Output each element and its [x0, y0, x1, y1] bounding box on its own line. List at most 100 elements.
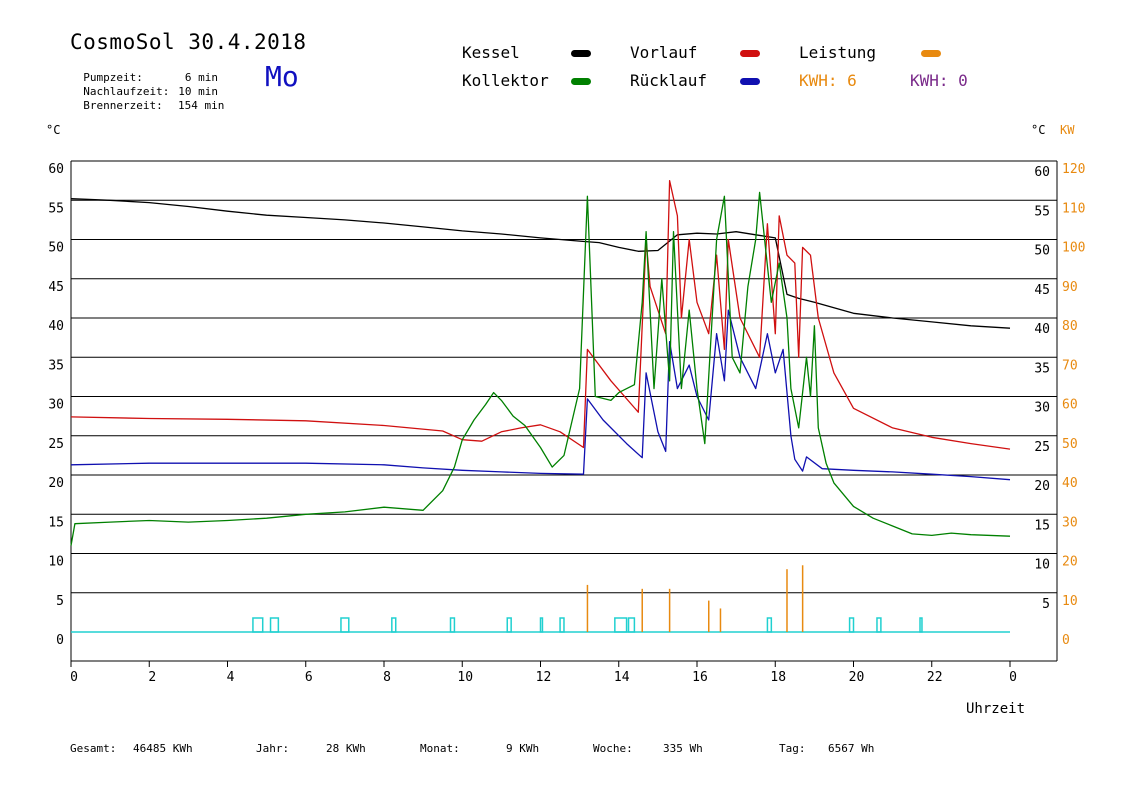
nachlaufzeit-row: Nachlaufzeit: 10 min [70, 72, 218, 98]
pumpzeit-row: Pumpzeit: 6 min [70, 58, 218, 84]
y-tick-left: 15 [48, 515, 64, 530]
y-tick-right-kw: 70 [1062, 358, 1078, 373]
legend-vorlauf: Vorlauf [630, 43, 698, 62]
pump-on-marker [340, 617, 350, 633]
x-tick-label: 8 [383, 670, 391, 685]
y-tick-left: 10 [48, 555, 64, 570]
pump-on-marker [449, 617, 456, 633]
y-tick-right-kw: 100 [1062, 241, 1085, 256]
footer-jahr-value: 28 KWh [326, 742, 366, 755]
footer-tag-value: 6567 Wh [828, 742, 875, 755]
y-tick-right-kw: 30 [1062, 515, 1078, 530]
legend-kollektor-swatch [571, 78, 591, 85]
y-tick-right-kw: 50 [1062, 437, 1078, 452]
pump-on-marker [539, 617, 544, 633]
x-axis-label: Uhrzeit [966, 701, 1026, 717]
legend-leistung: Leistung [799, 43, 877, 62]
kwh-purple-label: KWH: 0 [910, 71, 968, 90]
series-line-kollektor [70, 191, 1011, 546]
y-tick-right-kw: 0 [1062, 633, 1070, 648]
brennerzeit-label: Brennerzeit: [83, 99, 163, 112]
y-tick-right-c: 20 [1034, 479, 1050, 494]
y-tick-left: 60 [48, 162, 64, 177]
y-tick-right-c: 5 [1042, 597, 1050, 612]
y-tick-left: 50 [48, 241, 64, 256]
nachlaufzeit-label: Nachlaufzeit: [83, 85, 170, 98]
y-tick-left: 5 [56, 594, 64, 609]
left-axis-unit: °C [46, 123, 61, 137]
pump-on-marker [559, 617, 565, 633]
right-axis-unit-kw: KW [1060, 123, 1075, 137]
pump-on-marker [269, 617, 280, 633]
legend-leistung-swatch [921, 50, 941, 57]
pump-on-marker [627, 617, 636, 633]
pump-on-marker [506, 617, 512, 633]
x-tick-label: 4 [227, 670, 235, 685]
footer-tag-label: Tag: [779, 742, 806, 755]
x-tick-label: 22 [927, 670, 943, 685]
x-tick-label: 10 [457, 670, 473, 685]
y-tick-right-c: 30 [1034, 401, 1050, 416]
y-tick-right-c: 15 [1034, 518, 1050, 533]
y-tick-right-kw: 80 [1062, 319, 1078, 334]
nachlaufzeit-value: 10 min [178, 85, 218, 98]
y-tick-right-c: 60 [1034, 165, 1050, 180]
x-tick-label: 16 [692, 670, 708, 685]
y-tick-right-c: 10 [1034, 558, 1050, 573]
y-tick-left: 20 [48, 476, 64, 491]
kwh-orange-label: KWH: 6 [799, 71, 857, 90]
x-tick-label: 6 [305, 670, 313, 685]
pump-on-marker [848, 617, 855, 633]
pumpzeit-value: 6 min [184, 71, 218, 84]
y-tick-left: 55 [48, 201, 64, 216]
pump-on-marker [391, 617, 397, 633]
footer-jahr-label: Jahr: [256, 742, 290, 755]
legend-kessel: Kessel [462, 43, 520, 62]
y-tick-right-kw: 20 [1062, 555, 1078, 570]
weekday-label: Mo [265, 60, 299, 93]
legend-kollektor: Kollektor [462, 71, 549, 90]
y-tick-left: 45 [48, 280, 64, 295]
x-tick-label: 0 [1009, 670, 1017, 685]
footer-monat-label: Monat: [420, 742, 460, 755]
pump-on-marker [252, 617, 264, 633]
series-line-kessel [70, 198, 1011, 329]
y-tick-left: 35 [48, 358, 64, 373]
footer-woche-value: 335 Wh [663, 742, 703, 755]
x-tick-label: 0 [70, 670, 78, 685]
y-tick-right-c: 40 [1034, 322, 1050, 337]
legend-ruecklauf: Rücklauf [630, 71, 708, 90]
y-tick-right-kw: 10 [1062, 594, 1078, 609]
series-line-vorlauf [70, 179, 1011, 450]
legend-ruecklauf-swatch [740, 78, 760, 85]
y-tick-right-kw: 90 [1062, 280, 1078, 295]
y-tick-right-kw: 120 [1062, 162, 1085, 177]
footer-monat-value: 9 KWh [506, 742, 540, 755]
legend-vorlauf-swatch [740, 50, 760, 57]
y-tick-right-c: 55 [1034, 204, 1050, 219]
y-tick-right-c: 45 [1034, 283, 1050, 298]
x-tick-label: 20 [849, 670, 865, 685]
legend-kessel-swatch [571, 50, 591, 57]
footer-gesamt-label: Gesamt: [70, 742, 117, 755]
pump-on-marker [919, 617, 923, 633]
y-tick-right-kw: 40 [1062, 476, 1078, 491]
x-tick-label: 18 [770, 670, 786, 685]
y-tick-left: 30 [48, 398, 64, 413]
x-tick-label: 14 [614, 670, 630, 685]
x-tick-label: 12 [536, 670, 552, 685]
y-tick-left: 25 [48, 437, 64, 452]
right-axis-unit-c: °C [1031, 123, 1046, 137]
series-line-ruecklauf [70, 309, 1011, 481]
y-tick-right-kw: 60 [1062, 398, 1078, 413]
y-tick-left: 40 [48, 319, 64, 334]
chart-title: CosmoSol 30.4.2018 [70, 30, 307, 54]
y-tick-right-c: 50 [1034, 244, 1050, 259]
pumpzeit-label: Pumpzeit: [83, 71, 143, 84]
pump-on-marker [766, 617, 773, 633]
y-tick-left: 0 [56, 633, 64, 648]
pump-on-marker [876, 617, 882, 633]
footer-gesamt-value: 46485 KWh [133, 742, 193, 755]
y-tick-right-kw: 110 [1062, 201, 1085, 216]
